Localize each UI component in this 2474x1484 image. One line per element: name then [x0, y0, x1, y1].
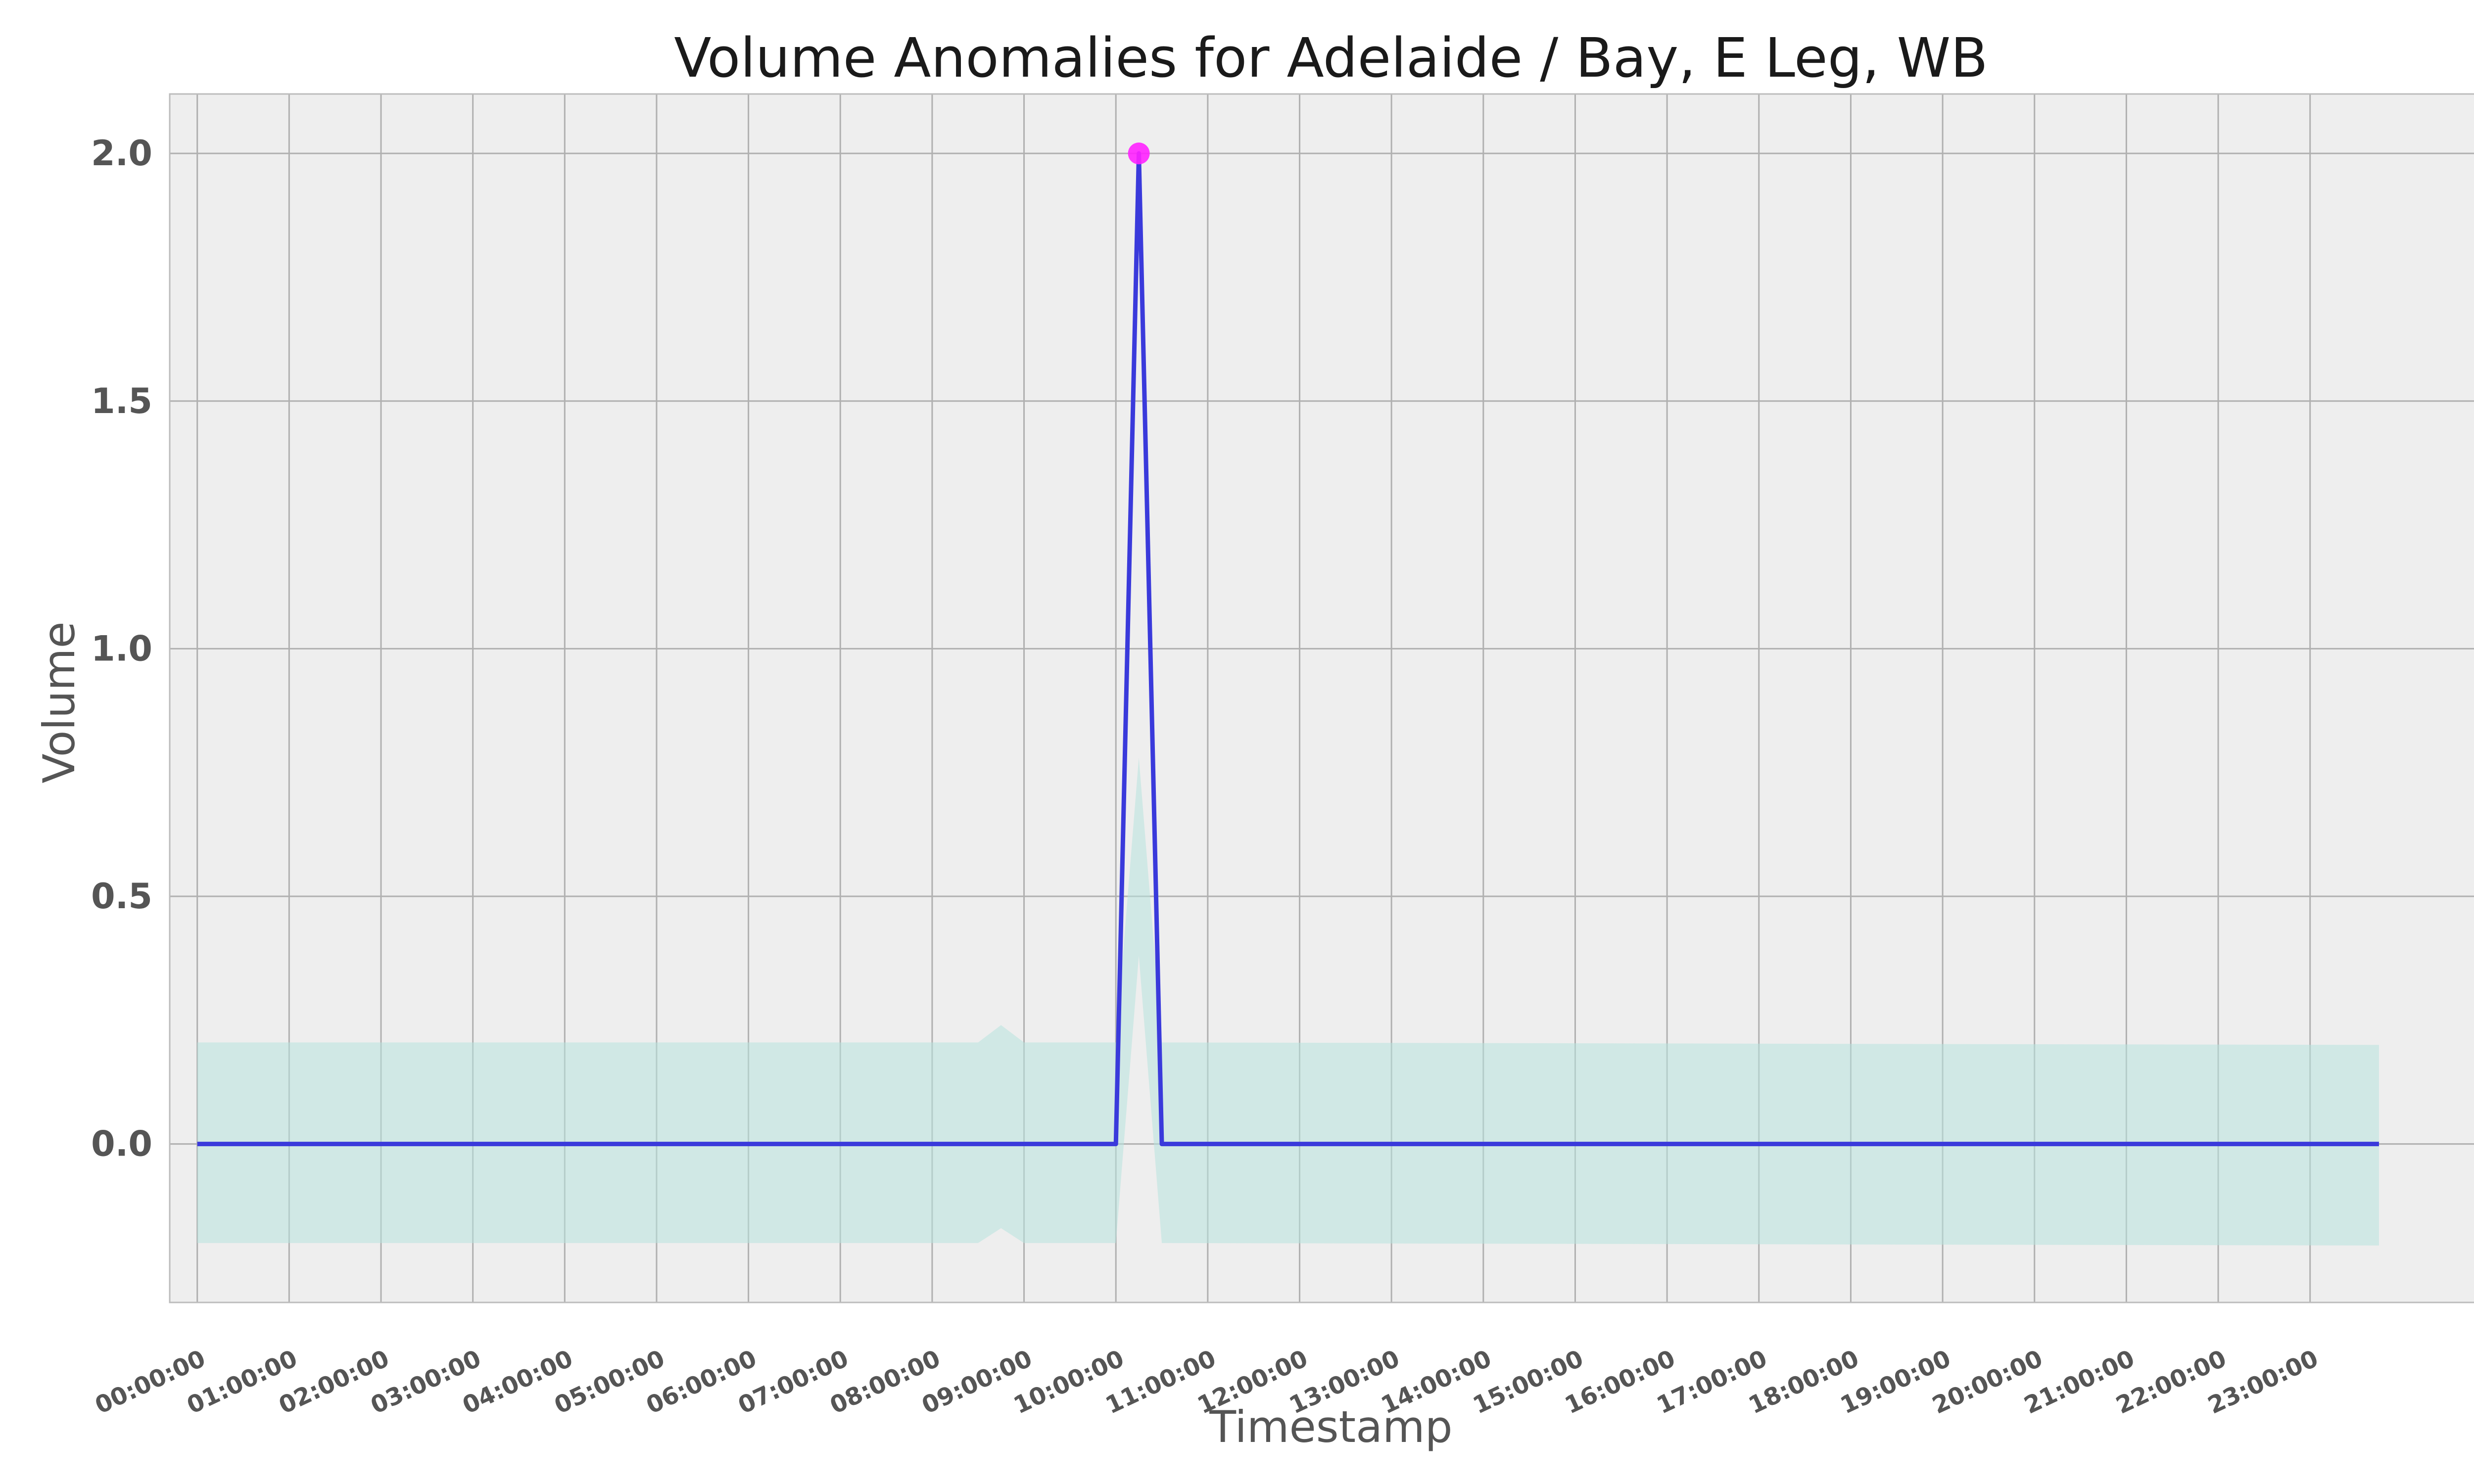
y-axis-label: Volume	[34, 621, 85, 783]
y-tick-label: 1.5	[91, 381, 152, 421]
y-tick-label: 0.5	[91, 876, 152, 917]
y-tick-label: 1.0	[91, 628, 152, 669]
y-tick-labels: 0.0 0.5 1.0 1.5 2.0	[91, 133, 152, 1164]
anomaly-points	[1128, 142, 1150, 165]
confidence-band	[197, 757, 2379, 1246]
plot-frame	[169, 93, 2474, 1303]
y-tick-label: 2.0	[91, 133, 152, 174]
x-axis-label: Timestamp	[1209, 1401, 1452, 1452]
expected-range-band	[197, 757, 2379, 1246]
chart-title: Volume Anomalies for Adelaide / Bay, E L…	[674, 26, 1988, 90]
anomaly-point	[1128, 142, 1150, 165]
y-tick-label: 0.0	[91, 1124, 152, 1164]
